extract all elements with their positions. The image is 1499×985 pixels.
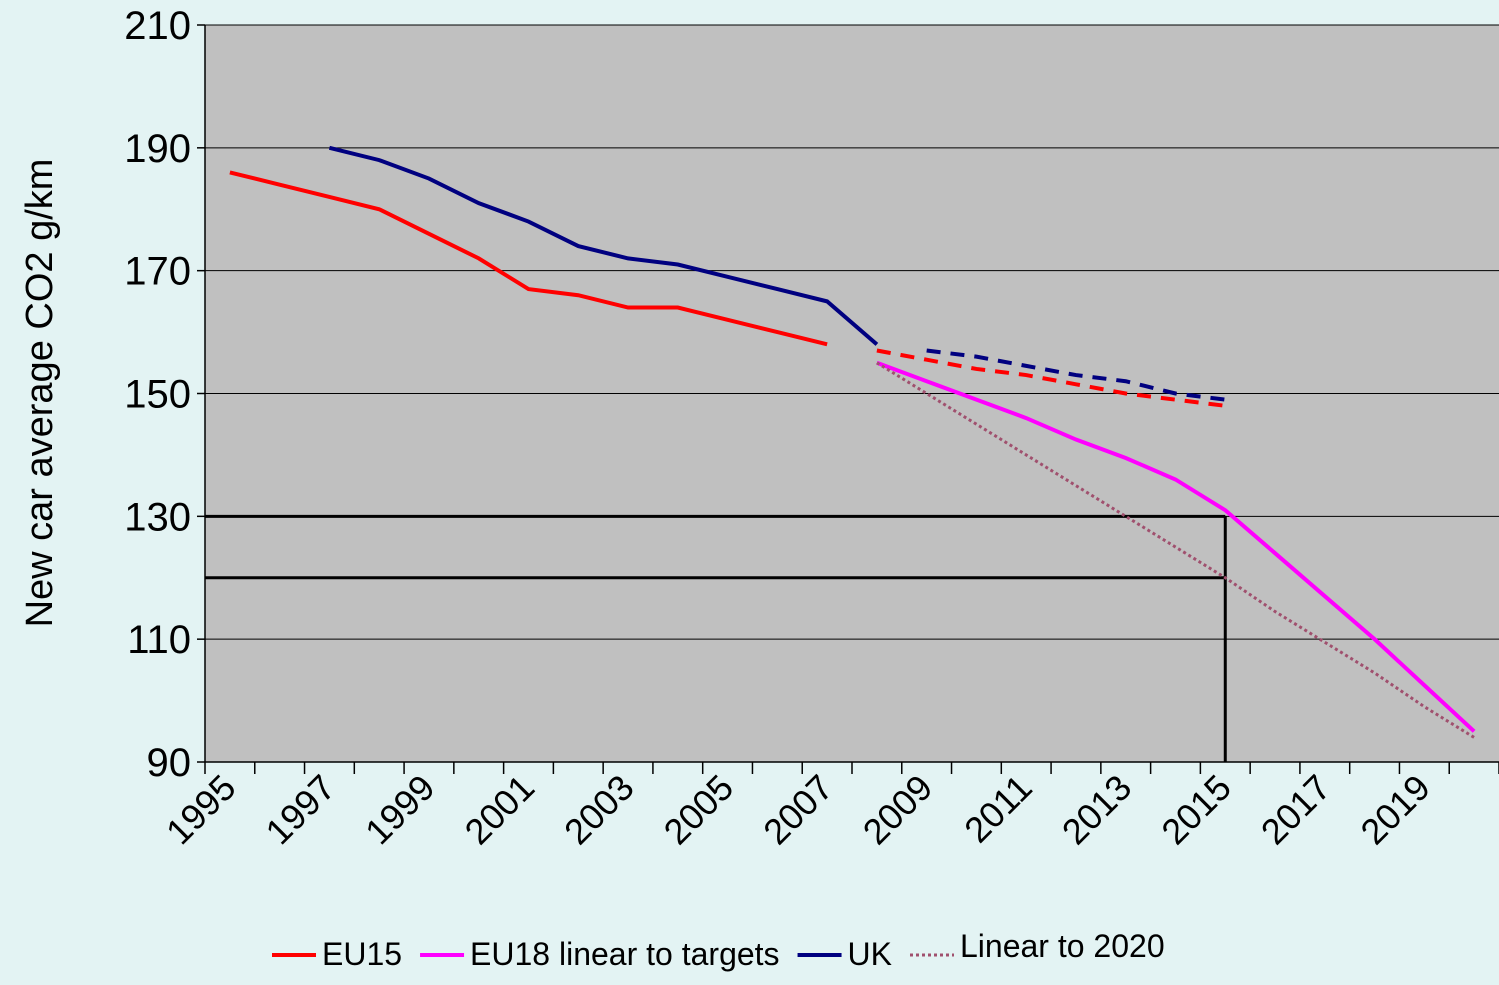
series-line	[876, 361, 1475, 739]
x-tick-label: 2005	[656, 767, 742, 853]
x-tick-label: 2001	[457, 767, 543, 853]
y-tick-label: 170	[124, 250, 191, 294]
x-tick-label: 2009	[855, 767, 941, 853]
series-line	[328, 145, 879, 346]
legend-label: UK	[848, 936, 892, 972]
y-tick-label: 210	[124, 4, 191, 48]
x-tick-label: 2019	[1352, 767, 1438, 853]
legend-label: EU15	[322, 936, 402, 972]
x-tick-label: 2013	[1054, 767, 1140, 853]
y-tick-label: 90	[147, 741, 192, 785]
x-tick-label: 2011	[956, 767, 1040, 851]
y-axis-label: New car average CO2 g/km	[19, 159, 61, 628]
y-tick-label: 110	[127, 618, 191, 662]
projection-line	[876, 348, 1226, 408]
x-tick-label: 2015	[1153, 767, 1239, 853]
y-tick-label: 130	[124, 495, 191, 539]
series-line	[229, 170, 828, 347]
x-tick-label: 2017	[1253, 767, 1339, 853]
legend-label: Linear to 2020	[960, 928, 1165, 964]
x-tick-label: 2003	[556, 767, 642, 853]
x-tick-label: 2007	[755, 767, 841, 853]
series-line	[876, 360, 1476, 733]
x-tick-label: 1999	[357, 767, 443, 853]
x-tick-label: 1997	[257, 767, 343, 853]
y-tick-label: 190	[124, 127, 191, 171]
y-tick-label: 150	[124, 373, 191, 417]
legend-label: EU18 linear to targets	[470, 936, 780, 972]
projection-line	[926, 348, 1226, 402]
